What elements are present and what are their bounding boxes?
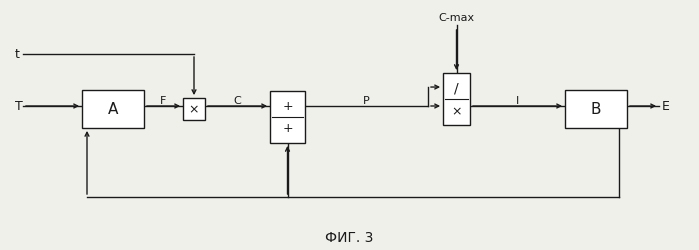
Bar [270, 92, 305, 144]
Bar [565, 91, 627, 128]
Bar [183, 98, 205, 120]
Text: ФИГ. 3: ФИГ. 3 [325, 230, 373, 244]
Text: +: + [282, 99, 293, 112]
Bar [443, 74, 470, 126]
Text: C: C [233, 96, 241, 106]
Bar [82, 91, 144, 128]
Text: ×: × [452, 104, 462, 118]
Text: ×: × [189, 103, 199, 116]
Text: A: A [108, 102, 118, 117]
Text: E: E [662, 100, 670, 113]
Text: F: F [160, 96, 166, 106]
Text: T: T [15, 100, 23, 113]
Text: P: P [363, 96, 370, 106]
Text: t: t [15, 48, 20, 61]
Text: I: I [516, 96, 519, 106]
Text: /: / [454, 81, 459, 95]
Text: B: B [591, 102, 601, 117]
Text: C-max: C-max [438, 13, 475, 23]
Text: +: + [282, 122, 293, 134]
